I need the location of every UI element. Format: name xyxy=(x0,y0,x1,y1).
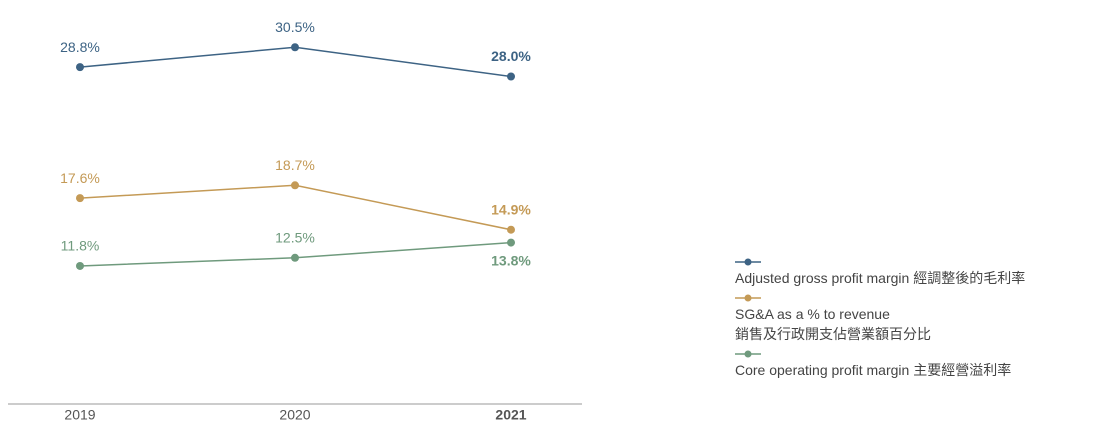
legend: Adjusted gross profit margin 經調整後的毛利率 SG&… xyxy=(735,256,1112,384)
data-point xyxy=(507,225,515,234)
legend-dot xyxy=(744,258,752,266)
data-label: 13.8% xyxy=(491,252,531,268)
data-label: 14.9% xyxy=(491,201,531,217)
data-point xyxy=(291,253,299,262)
x-tick-label: 2020 xyxy=(279,407,310,422)
series-line xyxy=(79,46,512,78)
x-tick-label: 2019 xyxy=(64,407,95,422)
legend-dot xyxy=(744,294,752,302)
data-label: 30.5% xyxy=(275,19,315,35)
x-tick-label: 2021 xyxy=(495,407,526,422)
legend-dot xyxy=(744,350,752,358)
data-point xyxy=(291,181,299,190)
legend-key xyxy=(735,350,761,358)
data-label: 12.5% xyxy=(275,229,315,245)
data-label: 17.6% xyxy=(60,170,100,186)
chart: 2019 2020 2021 28.8% 30.5% 28.0% 17.6% 18.7% 14.… xyxy=(8,19,582,422)
legend-item: SG&A as a % to revenue 銷售及行政開支佔營業額百分比 xyxy=(735,292,1112,344)
legend-item: Core operating profit margin 主要經營溢利率 xyxy=(735,348,1112,380)
data-label: 28.0% xyxy=(491,48,531,64)
data-point xyxy=(507,238,515,247)
legend-key xyxy=(735,294,761,302)
data-point xyxy=(291,43,299,52)
data-point xyxy=(76,63,84,72)
data-label: 18.7% xyxy=(275,157,315,173)
series-line xyxy=(79,184,512,231)
data-point xyxy=(76,261,84,270)
data-point xyxy=(507,72,515,81)
data-point xyxy=(76,194,84,203)
data-label: 11.8% xyxy=(61,238,100,254)
legend-label: SG&A as a % to revenue 銷售及行政開支佔營業額百分比 xyxy=(735,306,931,342)
data-label: 28.8% xyxy=(60,39,100,55)
legend-label: Adjusted gross profit margin 經調整後的毛利率 xyxy=(735,270,1026,286)
legend-label: Core operating profit margin 主要經營溢利率 xyxy=(735,362,1012,378)
legend-item: Adjusted gross profit margin 經調整後的毛利率 xyxy=(735,256,1112,288)
legend-key xyxy=(735,258,761,266)
